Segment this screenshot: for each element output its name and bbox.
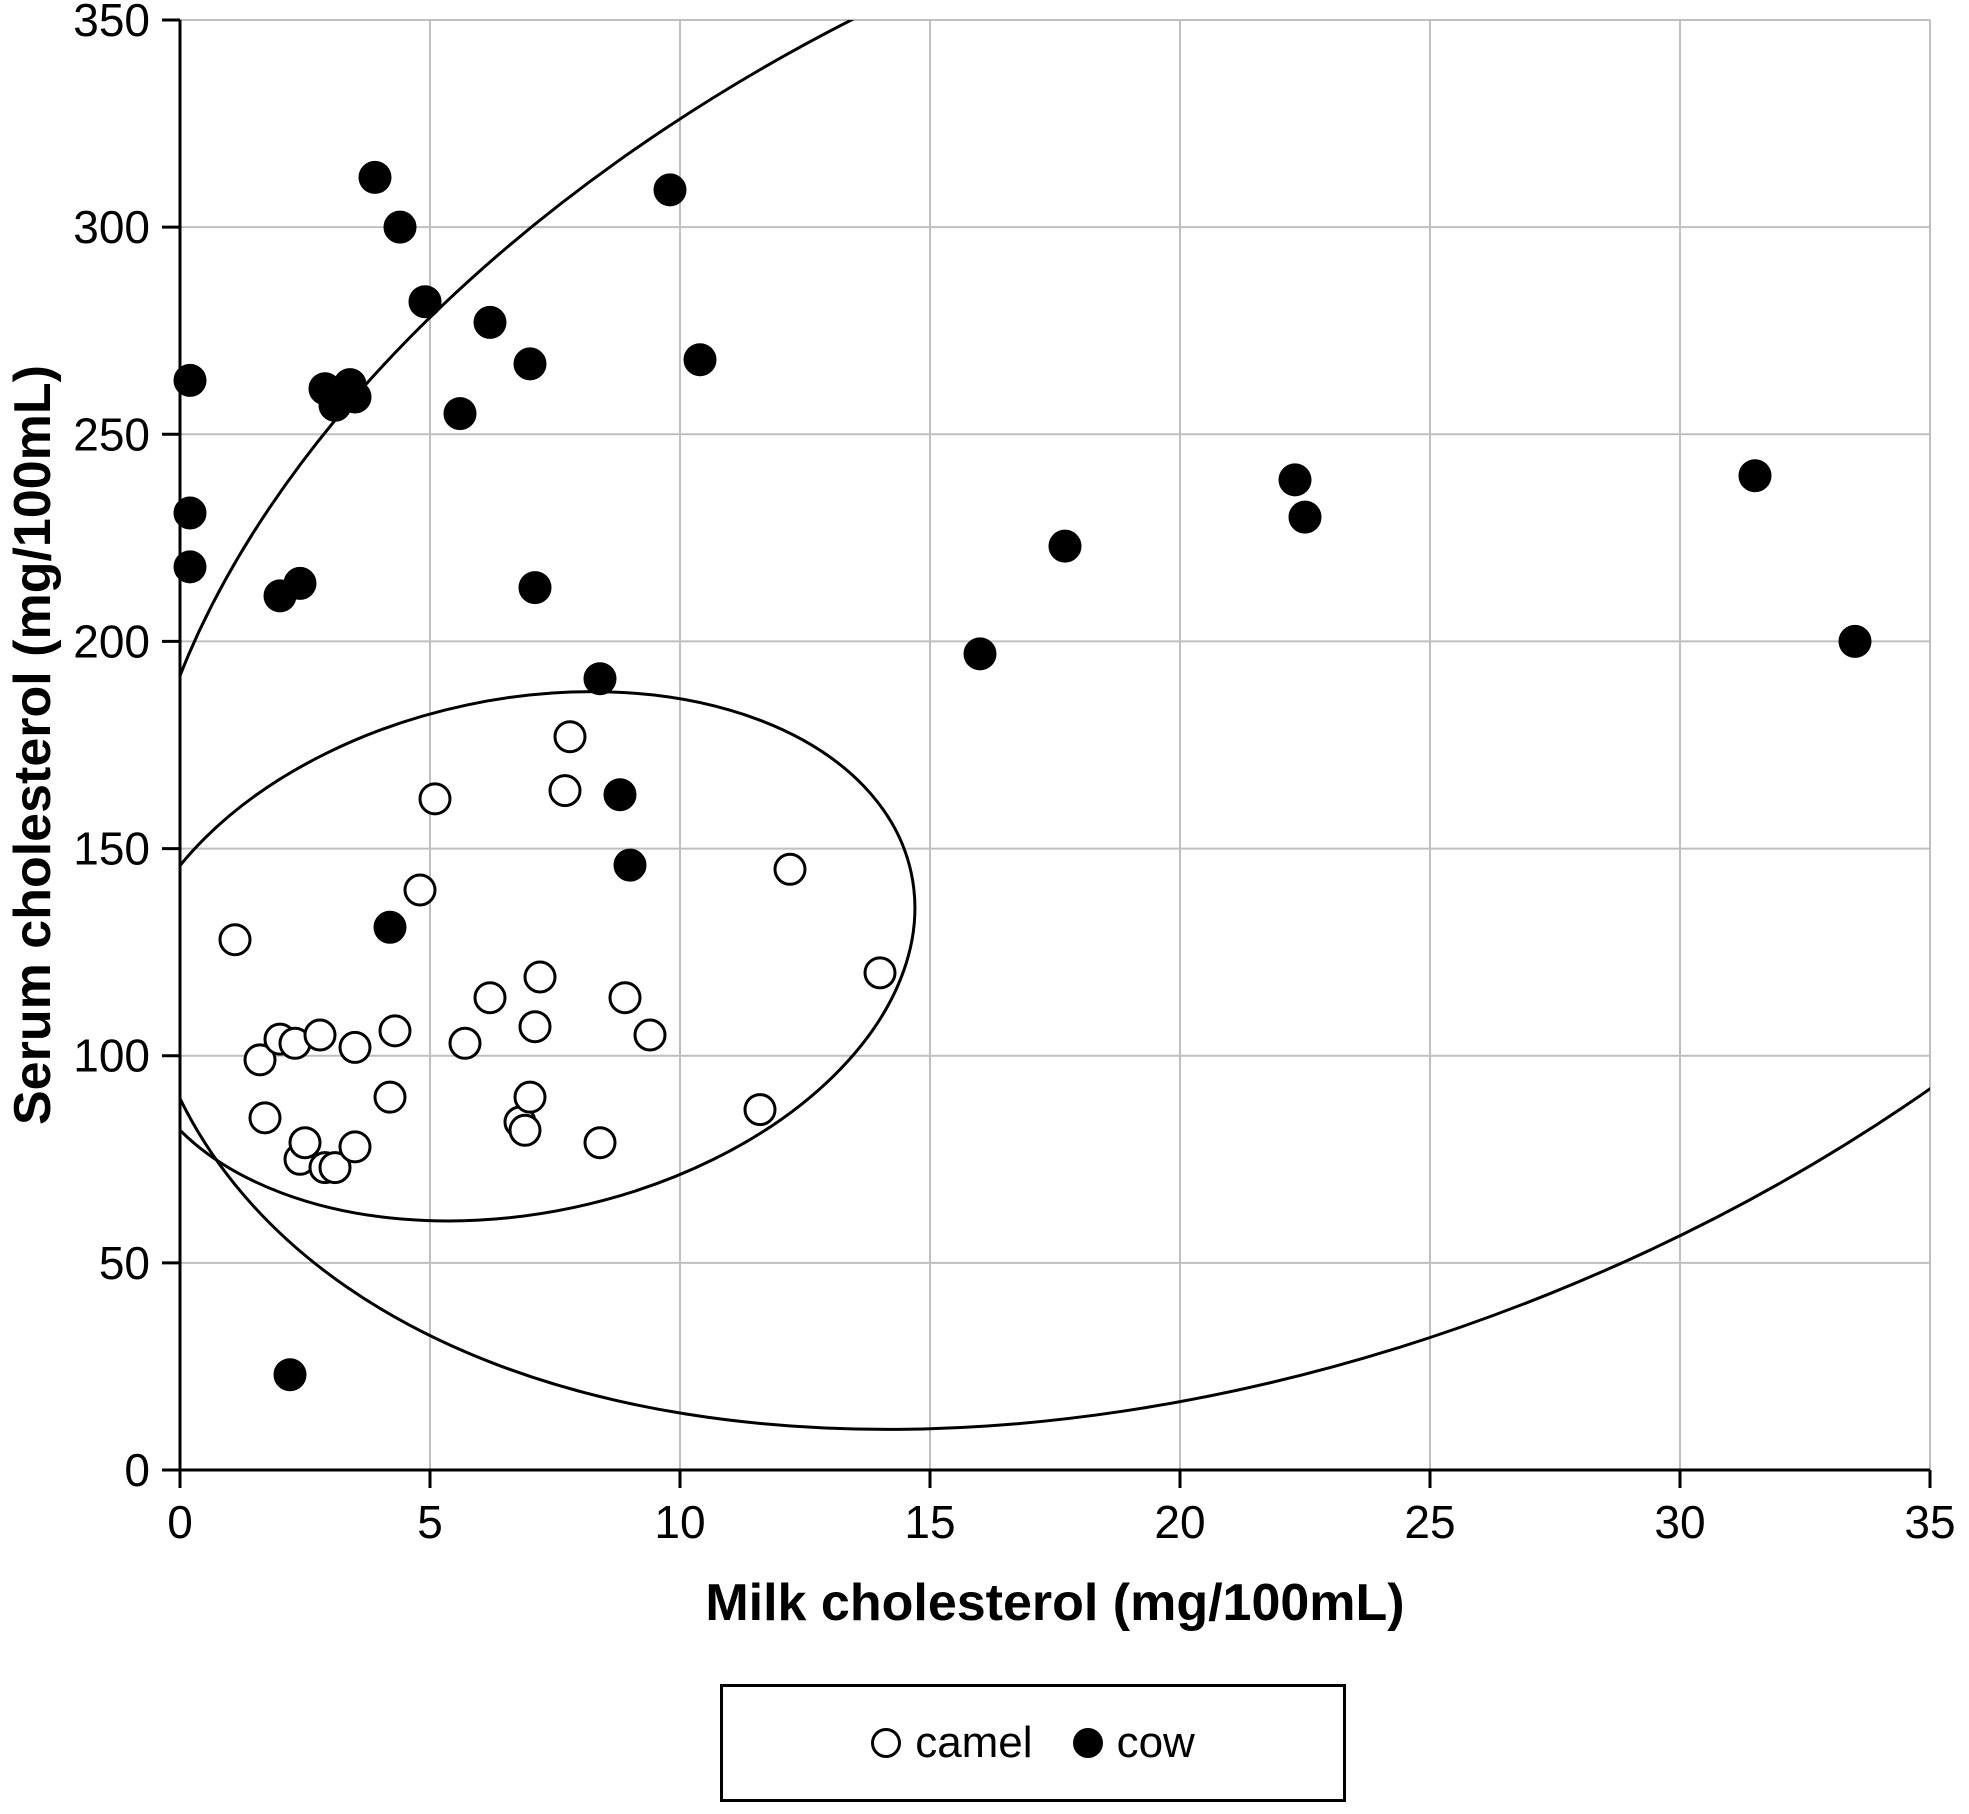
y-tick-label: 0 [124, 1444, 150, 1496]
y-tick-label: 100 [73, 1030, 150, 1082]
data-point [745, 1095, 775, 1125]
data-point [375, 912, 405, 942]
data-point [605, 780, 635, 810]
data-point [510, 1115, 540, 1145]
data-point [1840, 626, 1870, 656]
data-point [685, 345, 715, 375]
legend-marker-icon [1073, 1728, 1103, 1758]
data-point [1280, 465, 1310, 495]
x-tick-label: 25 [1404, 1496, 1455, 1548]
x-tick-label: 35 [1904, 1496, 1955, 1548]
x-tick-label: 10 [654, 1496, 705, 1548]
data-point [775, 854, 805, 884]
data-point [385, 212, 415, 242]
legend-item: camel [871, 1718, 1032, 1768]
scatter-chart: 05101520253035050100150200250300350Milk … [0, 0, 1969, 1814]
legend-label: cow [1117, 1718, 1195, 1768]
data-point [305, 1020, 335, 1050]
y-tick-label: 150 [73, 823, 150, 875]
data-point [450, 1028, 480, 1058]
data-point [520, 1012, 550, 1042]
data-point [410, 287, 440, 317]
data-point [475, 307, 505, 337]
data-point [420, 784, 450, 814]
y-tick-label: 350 [73, 0, 150, 46]
data-point [615, 850, 645, 880]
data-point [515, 349, 545, 379]
data-point [405, 875, 435, 905]
x-tick-label: 0 [167, 1496, 193, 1548]
data-point [360, 162, 390, 192]
y-tick-label: 300 [73, 201, 150, 253]
y-tick-label: 50 [99, 1237, 150, 1289]
x-tick-label: 5 [417, 1496, 443, 1548]
data-point [285, 568, 315, 598]
data-point [380, 1016, 410, 1046]
data-point [1740, 461, 1770, 491]
data-point [555, 722, 585, 752]
legend-item: cow [1073, 1718, 1195, 1768]
legend: camel cow [720, 1684, 1346, 1802]
x-tick-label: 30 [1654, 1496, 1705, 1548]
data-point [655, 175, 685, 205]
data-point [1290, 502, 1320, 532]
data-point [340, 1032, 370, 1062]
data-point [550, 776, 580, 806]
legend-marker-icon [871, 1728, 901, 1758]
data-point [585, 1128, 615, 1158]
x-tick-label: 15 [904, 1496, 955, 1548]
y-tick-label: 250 [73, 408, 150, 460]
data-point [610, 983, 640, 1013]
data-point [275, 1360, 305, 1390]
legend-label: camel [915, 1718, 1032, 1768]
data-point [475, 983, 505, 1013]
data-point [965, 639, 995, 669]
data-point [445, 399, 475, 429]
data-point [375, 1082, 405, 1112]
data-point [220, 925, 250, 955]
x-tick-label: 20 [1154, 1496, 1205, 1548]
data-point [585, 664, 615, 694]
data-point [520, 573, 550, 603]
data-point [290, 1128, 320, 1158]
data-point [1050, 531, 1080, 561]
y-tick-label: 200 [73, 615, 150, 667]
y-axis-label: Serum cholesterol (mg/100mL) [4, 365, 62, 1125]
data-point [250, 1103, 280, 1133]
data-point [340, 382, 370, 412]
x-axis-label: Milk cholesterol (mg/100mL) [705, 1574, 1404, 1632]
data-point [635, 1020, 665, 1050]
data-point [515, 1082, 545, 1112]
chart-svg: 05101520253035050100150200250300350Milk … [0, 0, 1969, 1814]
data-point [865, 958, 895, 988]
data-point [525, 962, 555, 992]
data-point [340, 1132, 370, 1162]
